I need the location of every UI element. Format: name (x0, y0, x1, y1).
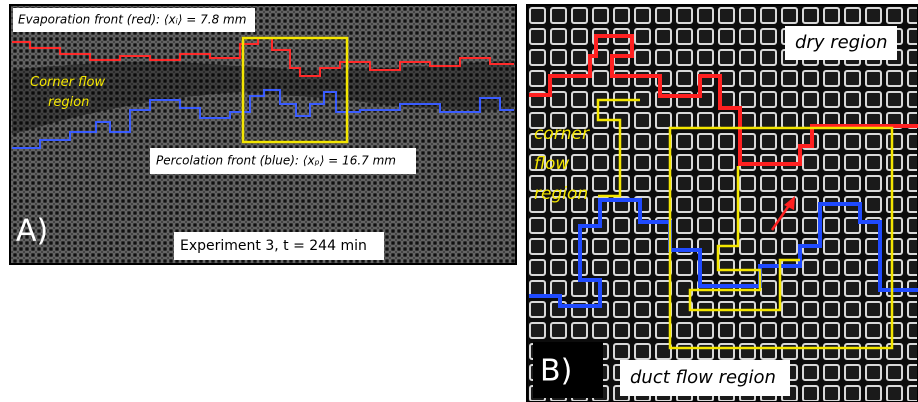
panel-a-image (10, 5, 516, 264)
evaporation-label: Evaporation front (red): ⟨xᵢ⟩ = 7.8 mm (18, 13, 246, 27)
panel-letter: B) (540, 354, 572, 389)
label-line: region (48, 95, 89, 110)
duct-flow-label: duct flow region (630, 367, 776, 388)
caption: Experiment 3, t = 244 min (180, 238, 367, 254)
label-line: flow (534, 154, 569, 174)
label-line: region (534, 184, 588, 204)
label-line: Corner flow (30, 75, 105, 90)
percolation-label: Percolation front (blue): ⟨xₚ⟩ = 16.7 mm (156, 154, 396, 168)
dry-label: dry region (795, 32, 888, 53)
figure-canvas: Evaporation front (red): ⟨xᵢ⟩ = 7.8 mm C… (0, 0, 918, 402)
figure: Evaporation front (red): ⟨xᵢ⟩ = 7.8 mm C… (0, 0, 918, 402)
label-line: corner (534, 124, 590, 144)
panel-letter: A) (16, 214, 48, 249)
panel-b: dry region corner flow region B) duct flow… (527, 5, 918, 402)
dry-region-label: dry region (795, 32, 888, 53)
panel-a: Evaporation front (red): ⟨xᵢ⟩ = 7.8 mm C… (10, 5, 516, 264)
